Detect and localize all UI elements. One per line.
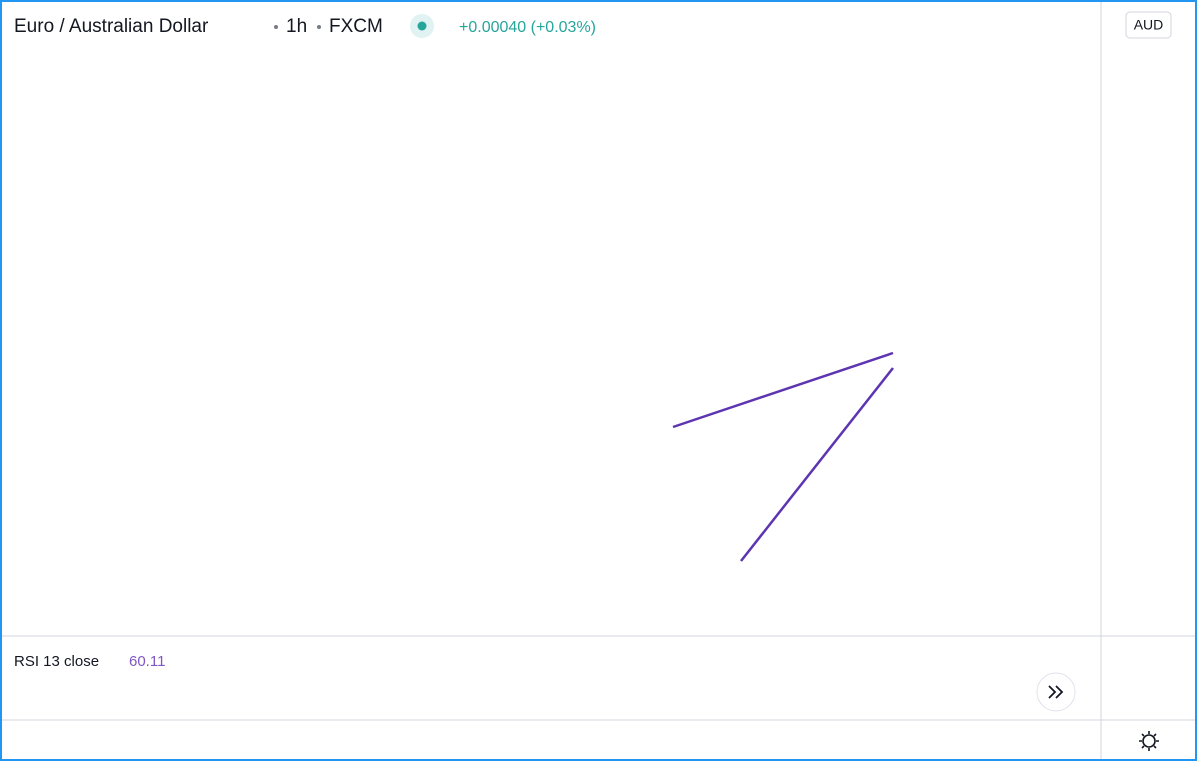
- trend-line: [740, 367, 894, 562]
- gear-teeth: [1139, 731, 1159, 751]
- exchange: FXCM: [329, 16, 383, 37]
- currency-label: AUD: [1134, 17, 1164, 33]
- settings-button[interactable]: [1139, 731, 1159, 751]
- rsi-legend-value: 60.11: [129, 653, 165, 670]
- currency-button[interactable]: [1125, 11, 1172, 39]
- rsi-title: RSI 13 close: [14, 653, 99, 670]
- gear-ring: [1142, 734, 1156, 748]
- scroll-icon: [1048, 685, 1064, 699]
- interval: 1h: [286, 16, 307, 37]
- trend-line: [672, 351, 894, 429]
- drawings: [672, 351, 894, 562]
- price-change: +0.00040 (+0.03%): [459, 19, 596, 36]
- separator-dot: [274, 25, 278, 29]
- symbol-title: Euro / Australian Dollar: [14, 16, 209, 37]
- separator-dot: [317, 25, 321, 29]
- market-status-dot: [417, 21, 427, 31]
